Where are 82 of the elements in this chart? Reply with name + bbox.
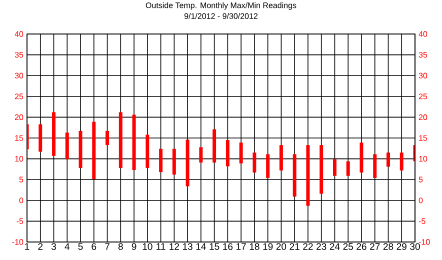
y2-tick-label: 30 bbox=[418, 72, 428, 78]
bar bbox=[186, 140, 190, 186]
x-tick-label: 8 bbox=[118, 243, 123, 250]
bar bbox=[52, 112, 56, 156]
x-tick-label: 14 bbox=[196, 243, 206, 250]
y2-tick-label: 25 bbox=[418, 94, 428, 100]
x-tick-label: 4 bbox=[64, 243, 70, 250]
bar bbox=[386, 152, 390, 167]
x-tick-label: 17 bbox=[236, 243, 246, 250]
y-tick-label: 5 bbox=[19, 176, 24, 182]
bar bbox=[106, 130, 110, 146]
bar bbox=[199, 147, 203, 163]
y2-tick-label: -10 bbox=[418, 239, 430, 245]
y2-tick-label: 35 bbox=[418, 52, 428, 58]
x-tick-label: 2 bbox=[38, 243, 43, 250]
x-tick-label: 11 bbox=[156, 243, 166, 250]
y2-tick-label: -5 bbox=[418, 218, 426, 224]
y2-tick-label: 5 bbox=[418, 176, 423, 182]
bar bbox=[212, 129, 216, 163]
x-tick-label: 21 bbox=[290, 243, 300, 250]
x-tick-label: 9 bbox=[132, 243, 136, 250]
y2-tick-label: 20 bbox=[418, 114, 428, 120]
bar bbox=[252, 152, 256, 173]
bar bbox=[226, 140, 230, 166]
y-tick-label: -10 bbox=[12, 239, 24, 245]
y2-tick-label: 40 bbox=[418, 31, 428, 37]
x-tick-label: 12 bbox=[170, 243, 179, 250]
chart-title: Outside Temp. Monthly Max/Min Readings bbox=[146, 2, 296, 10]
x-tick-label: 6 bbox=[92, 243, 96, 250]
bar bbox=[92, 122, 96, 180]
x-tick-label: 27 bbox=[370, 243, 380, 250]
bar bbox=[146, 134, 150, 168]
y-tick-label: 25 bbox=[14, 94, 24, 100]
bar bbox=[65, 132, 69, 160]
x-tick-label: 29 bbox=[396, 243, 406, 250]
bar bbox=[279, 145, 283, 170]
y-tick-label: 15 bbox=[15, 135, 24, 141]
bar bbox=[320, 145, 324, 194]
x-tick-label: 10 bbox=[142, 243, 152, 250]
x-tick-label: 23 bbox=[316, 243, 326, 250]
bar bbox=[172, 148, 176, 175]
x-tick-label: 15 bbox=[210, 243, 220, 250]
x-tick-label: 3 bbox=[51, 243, 56, 250]
bar bbox=[292, 154, 296, 197]
y-tick-label: 0 bbox=[19, 198, 24, 204]
x-tick-label: 18 bbox=[250, 243, 260, 250]
x-tick-label: 30 bbox=[410, 243, 420, 250]
x-tick-label: 5 bbox=[78, 243, 83, 250]
bar bbox=[132, 114, 136, 170]
bar bbox=[266, 154, 270, 178]
y-tick-label: 40 bbox=[14, 31, 24, 37]
x-tick-label: 25 bbox=[343, 243, 353, 250]
y-tick-label: 30 bbox=[14, 72, 24, 78]
y-tick-label: 10 bbox=[15, 156, 24, 162]
y2-tick-label: 10 bbox=[419, 156, 428, 162]
x-tick-label: 24 bbox=[330, 243, 340, 250]
bar bbox=[346, 161, 350, 176]
bar bbox=[306, 145, 310, 206]
x-tick-label: 7 bbox=[105, 243, 110, 250]
chart-subtitle: 9/1/2012 - 9/30/2012 bbox=[184, 13, 258, 19]
y-tick-label: -5 bbox=[16, 218, 24, 224]
x-tick-label: 22 bbox=[303, 243, 313, 250]
y-tick-label: 35 bbox=[14, 52, 24, 58]
x-tick-label: 16 bbox=[223, 243, 233, 250]
y-tick-label: 20 bbox=[14, 114, 24, 120]
x-tick-label: 28 bbox=[383, 243, 394, 250]
bar bbox=[400, 152, 404, 170]
bar bbox=[118, 112, 122, 168]
x-tick-label: 19 bbox=[263, 243, 273, 250]
bar bbox=[38, 124, 42, 152]
x-tick-label: 1 bbox=[25, 243, 30, 250]
x-tick-label: 13 bbox=[182, 243, 192, 250]
bar bbox=[360, 142, 364, 173]
x-tick-label: 26 bbox=[356, 243, 366, 250]
bar bbox=[78, 130, 82, 168]
y2-tick-label: 15 bbox=[419, 135, 428, 141]
y2-tick-label: 0 bbox=[418, 198, 423, 204]
bar bbox=[373, 154, 377, 178]
x-tick-label: 20 bbox=[276, 243, 286, 250]
bar bbox=[239, 142, 243, 164]
bar bbox=[159, 148, 163, 172]
bar bbox=[332, 159, 336, 176]
